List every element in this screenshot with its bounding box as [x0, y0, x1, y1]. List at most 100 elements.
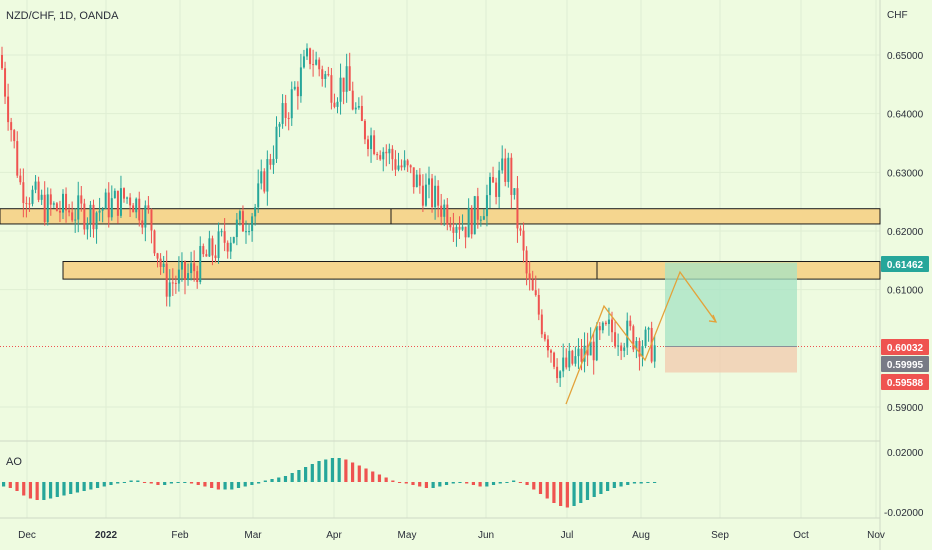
candle-body — [351, 90, 354, 110]
candle-body — [415, 174, 418, 188]
candle-body — [116, 190, 119, 216]
ao-bar — [458, 482, 462, 483]
candle-body — [501, 158, 504, 171]
candle-body — [196, 271, 199, 283]
ao-bar — [532, 482, 536, 490]
projection-arrow-icon — [708, 314, 718, 323]
time-tick-label: Jun — [478, 530, 494, 541]
candle-body — [260, 171, 263, 184]
ao-bar — [230, 482, 234, 490]
candle-body — [534, 290, 537, 295]
ao-bar — [606, 482, 610, 491]
candle-body — [467, 207, 470, 238]
candle-body — [495, 182, 498, 197]
candle-body — [595, 326, 598, 361]
candle-body — [184, 261, 186, 281]
time-tick-label: Dec — [18, 530, 36, 541]
ao-bar — [62, 482, 66, 496]
loss-zone[interactable] — [665, 346, 797, 373]
candle-body — [290, 89, 293, 119]
ao-bar — [491, 482, 496, 485]
candle-body — [406, 160, 409, 166]
candle-body — [653, 345, 656, 362]
candle-body — [229, 242, 232, 252]
candle-body — [327, 74, 330, 76]
ao-bar — [364, 468, 368, 482]
candle-body — [568, 350, 571, 368]
ao-bar — [196, 482, 200, 485]
ao-bar — [136, 480, 140, 482]
candle-body — [92, 204, 95, 230]
candle-body — [171, 282, 174, 284]
candle-body — [354, 107, 357, 110]
ao-bar — [163, 482, 167, 485]
candle-body — [95, 212, 98, 230]
ao-bar — [431, 482, 435, 488]
ao-bar — [15, 482, 19, 491]
price-tick-label: 0.63000 — [887, 168, 924, 179]
candle-body — [373, 135, 376, 155]
position-tool[interactable] — [0, 262, 880, 373]
ao-bar — [183, 482, 187, 483]
ao-bar — [310, 464, 314, 482]
candle-body — [168, 282, 171, 297]
ao-bar — [297, 470, 301, 482]
candle-body — [31, 189, 34, 204]
candle-body — [577, 348, 580, 357]
candle-body — [620, 345, 623, 351]
price-badge — [881, 374, 929, 390]
candle-body — [412, 167, 415, 188]
ao-bar — [277, 477, 281, 482]
candle-body — [159, 258, 162, 267]
candle-body — [58, 210, 61, 213]
candle-body — [623, 347, 626, 351]
candle-body — [248, 231, 251, 233]
resistance-zone[interactable] — [0, 208, 881, 225]
price-badge — [881, 356, 929, 372]
candle-body — [470, 207, 473, 235]
candle-body — [647, 327, 650, 330]
ao-bar — [357, 465, 361, 482]
ao-bar — [28, 482, 33, 499]
time-axis[interactable]: Dec 2022 Feb Mar Apr May Jun Jul Aug Sep Oct Nov — [18, 530, 885, 541]
ao-tick-label: -0.02000 — [884, 508, 924, 519]
price-axis[interactable]: 0.65000 0.64000 0.63000 0.62000 0.61000 0.590… — [887, 51, 924, 414]
ao-bar — [498, 482, 502, 484]
ao-bar — [8, 482, 12, 488]
grid — [0, 0, 881, 550]
ao-bar — [2, 482, 6, 487]
candle-body — [321, 69, 324, 79]
candle-body — [223, 231, 226, 243]
ao-bar — [203, 482, 207, 487]
candle-body — [641, 346, 644, 357]
candle-body — [440, 205, 443, 217]
candle-body — [40, 194, 43, 200]
candle-body — [614, 332, 617, 347]
candle-body — [10, 122, 13, 131]
ao-bar — [478, 482, 482, 487]
candle-body — [98, 210, 101, 213]
candle-body — [446, 204, 449, 225]
ao-bar — [109, 482, 113, 485]
ao-bar — [626, 482, 630, 485]
candle-body — [403, 160, 406, 168]
candle-body — [397, 165, 400, 170]
ao-bar — [257, 482, 261, 484]
candle-body — [22, 182, 25, 204]
ao-bar — [438, 482, 442, 487]
candle-body — [123, 188, 125, 199]
candle-body — [370, 135, 373, 150]
ao-bar — [102, 482, 106, 487]
ao-bar — [444, 482, 449, 485]
ao-bar — [639, 482, 643, 484]
candle-body — [492, 177, 495, 183]
ao-bar — [411, 482, 415, 485]
ao-bar — [317, 461, 321, 482]
candle-body — [80, 195, 83, 204]
ao-bar — [350, 462, 355, 482]
candle-body — [174, 282, 177, 284]
candle-body — [382, 151, 385, 160]
time-tick-label: Apr — [326, 530, 342, 541]
profit-zone[interactable] — [665, 262, 797, 347]
